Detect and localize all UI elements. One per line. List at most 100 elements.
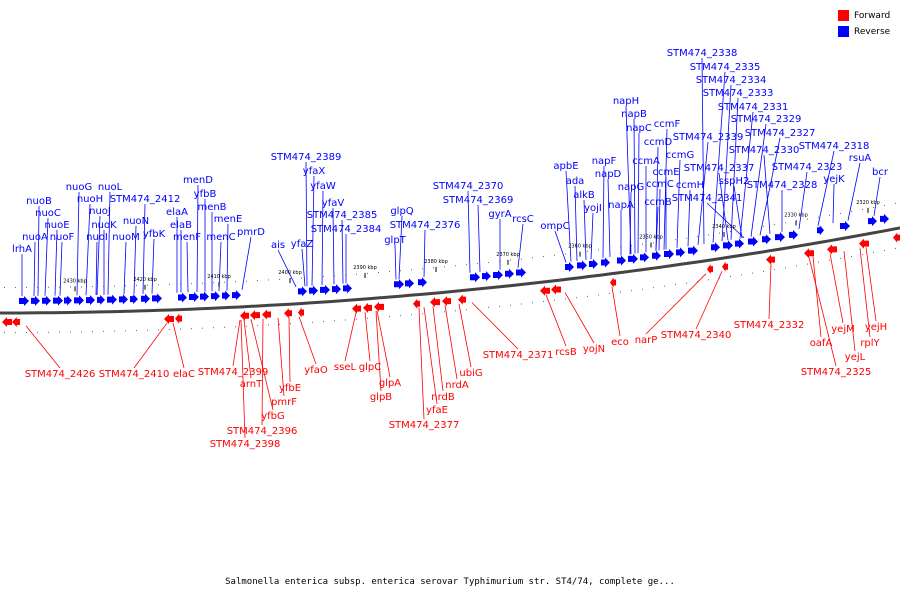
leader-line (444, 305, 458, 380)
gene-label-yfaw: yfaW (310, 181, 336, 192)
leader-line (697, 141, 709, 245)
leader-line (633, 118, 636, 254)
leader-line (701, 57, 705, 244)
gene-label-stm474-2318: STM474_2318 (799, 141, 870, 152)
gene-label-nuob: nuoB (26, 196, 52, 207)
track-dot (92, 331, 93, 333)
leader-line (423, 307, 438, 405)
gene-label-nuom: nuoM (112, 232, 139, 243)
track-dot (554, 299, 555, 301)
forward-gene-arrow (707, 264, 713, 275)
leader-line (695, 271, 723, 330)
track-dot (532, 302, 533, 304)
gene-label-yfbk: yfbK (143, 229, 166, 240)
gene-label-elac: elaC (173, 369, 195, 380)
track-dot (620, 246, 621, 248)
gene-label-yejk: yejK (823, 174, 845, 185)
track-dot (202, 327, 203, 329)
track-dot (400, 315, 401, 317)
track-dot (444, 266, 445, 268)
track-dot (752, 227, 753, 229)
reverse-gene-arrow (119, 294, 128, 305)
track-dot (697, 280, 698, 282)
leader-line (277, 249, 297, 287)
gene-label-stm474-2330: STM474_2330 (729, 145, 800, 156)
gene-label-lrha: lrhA (12, 244, 32, 255)
track-dot (532, 257, 533, 259)
leader-line (565, 170, 572, 262)
track-dot (191, 328, 192, 330)
legend: Forward Reverse (838, 9, 890, 41)
reverse-gene-arrow (589, 259, 598, 270)
reverse-gene-arrow (332, 284, 341, 295)
leader-line (432, 306, 444, 392)
reverse-swatch (838, 26, 849, 37)
track-dot (609, 248, 610, 250)
gene-label-yfax: yfaX (303, 166, 326, 177)
gene-label-yfao: yfaO (304, 365, 328, 376)
track-dot (158, 329, 159, 331)
gene-label-nuoh: nuoH (77, 194, 103, 205)
gene-label-stm474-2385: STM474_2385 (307, 210, 378, 221)
track-dot (829, 214, 830, 216)
gene-label-menb: menB (197, 202, 226, 213)
gene-label-glpa: glpA (379, 378, 401, 389)
reverse-gene-arrow (405, 278, 414, 289)
leader-line (394, 244, 397, 280)
track-dot (741, 274, 742, 276)
track-dot (840, 257, 841, 259)
gene-label-stm474-2338: STM474_2338 (667, 48, 738, 59)
leader-line (829, 253, 844, 324)
reverse-gene-arrow (31, 295, 40, 306)
gene-label-rply: rplY (860, 338, 880, 349)
leader-line (750, 123, 767, 237)
track-dot (587, 250, 588, 252)
leader-line (832, 183, 835, 224)
leader-line (517, 223, 524, 268)
reverse-gene-arrow (130, 294, 138, 305)
track-dot (235, 326, 236, 328)
leader-line (859, 248, 871, 338)
leader-line (332, 207, 335, 285)
leader-line (625, 105, 632, 255)
gene-label-stm474-2398: STM474_2398 (210, 439, 281, 450)
track-dot (499, 305, 500, 307)
gene-label-ccma: ccmA (632, 156, 660, 167)
gene-label-stm474-2370: STM474_2370 (433, 181, 504, 192)
forward-gene-arrow (413, 298, 420, 309)
track-dot (807, 218, 808, 220)
gene-label-ccmh: ccmH (676, 180, 704, 191)
reverse-gene-arrow (748, 236, 758, 247)
track-dot (147, 329, 148, 331)
reverse-gene-arrow (817, 225, 824, 236)
gene-label-nrdb: nrdB (431, 392, 455, 403)
track-dot (642, 243, 643, 245)
track-dot (554, 254, 555, 256)
gene-label-napg: napG (618, 182, 645, 193)
leader-line (151, 238, 155, 294)
reverse-gene-arrow (505, 268, 514, 279)
gene-label-gyra: gyrA (488, 209, 511, 220)
reverse-gene-arrow (141, 293, 150, 304)
reverse-gene-arrow (664, 249, 674, 260)
gene-label-stm474-2377: STM474_2377 (389, 420, 460, 431)
gene-label-stm474-2369: STM474_2369 (443, 195, 514, 206)
leader-line (423, 229, 426, 278)
leader-line (676, 159, 681, 248)
track-dot (510, 259, 511, 261)
track-dot (543, 301, 544, 303)
gene-label-stm474-2323: STM474_2323 (772, 162, 843, 173)
leader-line (418, 307, 425, 420)
track-dot (818, 216, 819, 218)
gene-label-stm474-2332: STM474_2332 (734, 320, 805, 331)
gene-label-stm474-2426: STM474_2426 (25, 369, 96, 380)
gene-label-nrda: nrdA (445, 380, 469, 391)
scale-tick-2390-kbp: 2390 kbp (353, 265, 377, 271)
leader-line (344, 312, 357, 362)
track-dot (268, 279, 269, 281)
track-dot (257, 325, 258, 327)
track-dot (202, 282, 203, 284)
track-dot (774, 224, 775, 226)
track-dot (884, 249, 885, 251)
track-dot (631, 245, 632, 247)
